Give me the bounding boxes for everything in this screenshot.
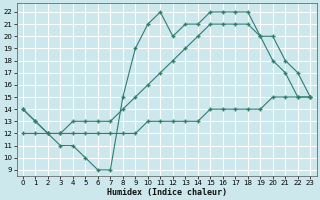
X-axis label: Humidex (Indice chaleur): Humidex (Indice chaleur) [107, 188, 227, 197]
